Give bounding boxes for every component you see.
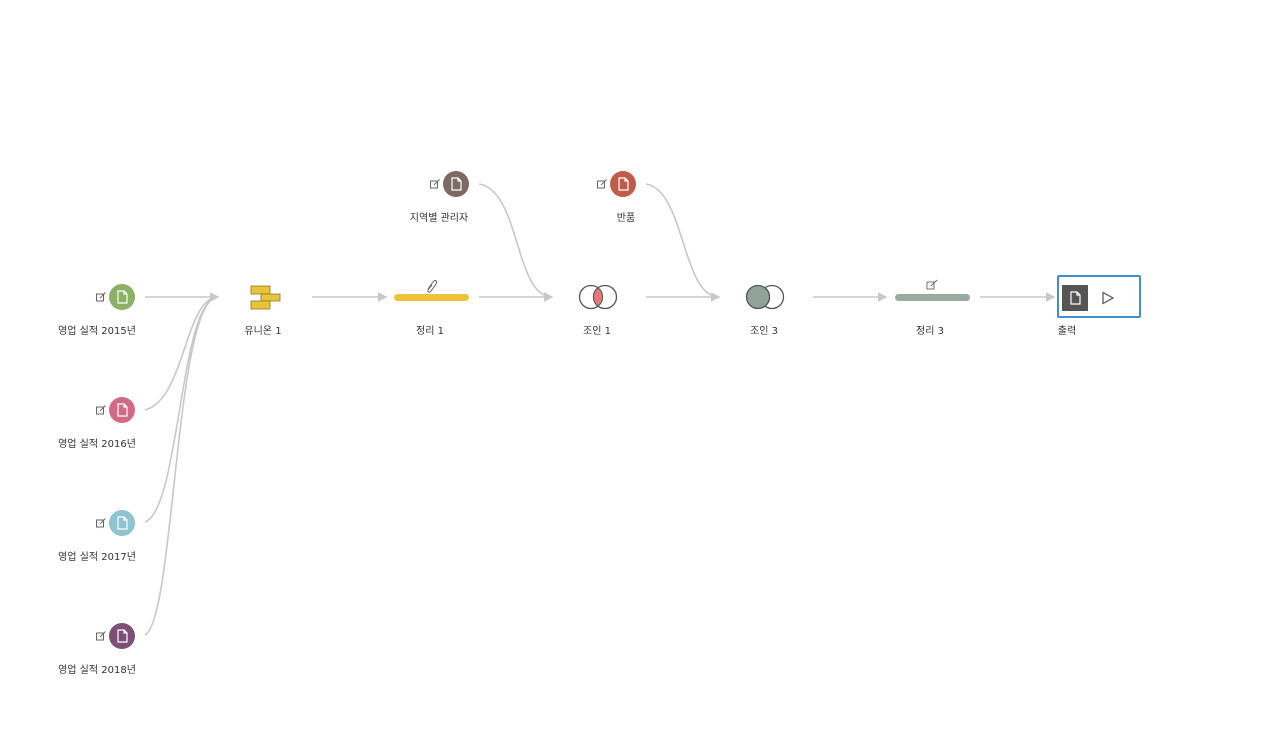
- input-label-2015: 영업 실적 2015년: [58, 326, 136, 337]
- document-icon[interactable]: [109, 623, 135, 649]
- edit-icon[interactable]: [430, 179, 440, 189]
- join1-label: 조인 1: [583, 326, 611, 337]
- edit-icon[interactable]: [96, 292, 106, 302]
- document-icon[interactable]: [109, 284, 135, 310]
- connector-2016-union: [144, 296, 219, 411]
- clean3-step-bar[interactable]: [895, 294, 970, 301]
- document-icon[interactable]: [1062, 285, 1088, 311]
- input-label-returns: 반품: [616, 213, 636, 224]
- join1-venn-icon[interactable]: [578, 284, 618, 310]
- union1-label: 유니온 1: [244, 326, 282, 337]
- clean3-label: 정리 3: [916, 326, 944, 337]
- connector-2018-union: [144, 296, 219, 636]
- document-icon[interactable]: [109, 510, 135, 536]
- edit-icon[interactable]: [96, 405, 106, 415]
- edit-icon[interactable]: [597, 179, 607, 189]
- paperclip-icon: [427, 280, 438, 293]
- clean1-label: 정리 1: [416, 326, 444, 337]
- input-label-2018: 영업 실적 2018년: [58, 665, 136, 676]
- play-icon[interactable]: [1101, 291, 1115, 305]
- output-node[interactable]: [1057, 275, 1141, 318]
- join3-venn-icon[interactable]: [745, 284, 785, 310]
- connectors: [144, 183, 1056, 636]
- union-icon[interactable]: [250, 285, 281, 310]
- output-label: 출력: [1057, 326, 1077, 337]
- clean3-edit-icon: [926, 279, 938, 290]
- input-label-region-manager: 지역별 관리자: [409, 213, 469, 224]
- input-label-2016: 영업 실적 2016년: [58, 439, 136, 450]
- edit-icon[interactable]: [96, 518, 106, 528]
- input-label-2017: 영업 실적 2017년: [58, 552, 136, 563]
- document-icon[interactable]: [610, 171, 636, 197]
- join3-label: 조인 3: [750, 326, 778, 337]
- document-icon[interactable]: [109, 397, 135, 423]
- connector-region-join1: [478, 183, 553, 298]
- connector-returns-join3: [645, 183, 720, 298]
- connector-2017-union: [144, 296, 219, 523]
- edit-icon[interactable]: [96, 631, 106, 641]
- clean1-step-bar[interactable]: [394, 294, 469, 301]
- document-icon[interactable]: [443, 171, 469, 197]
